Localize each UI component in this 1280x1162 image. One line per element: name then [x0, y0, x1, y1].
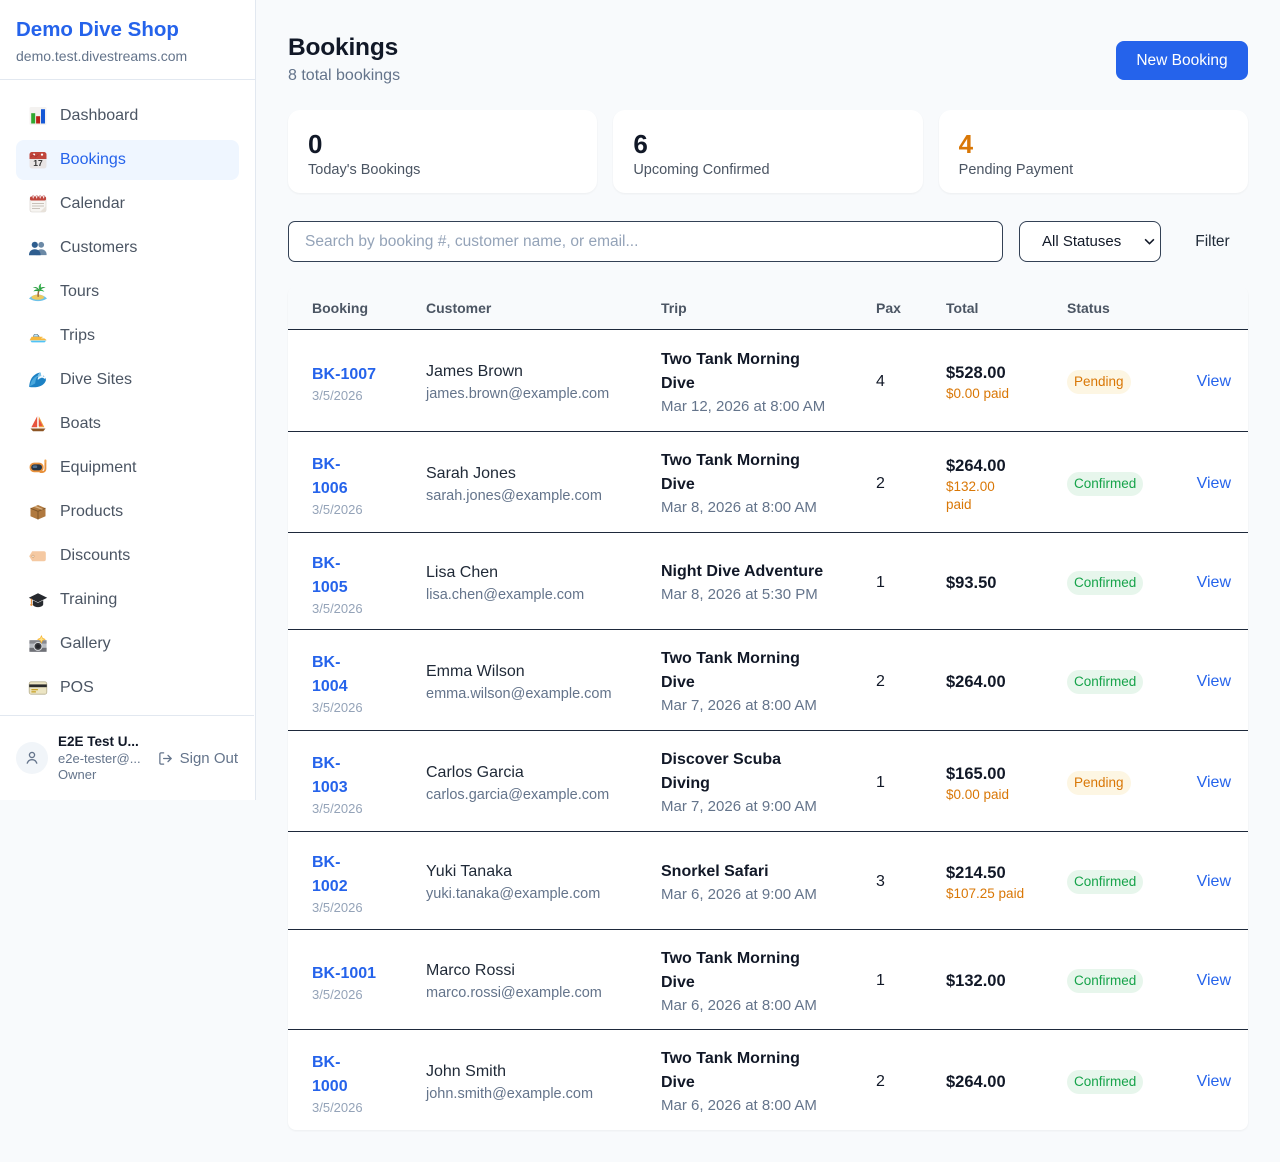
svg-text:17: 17 [33, 158, 43, 168]
